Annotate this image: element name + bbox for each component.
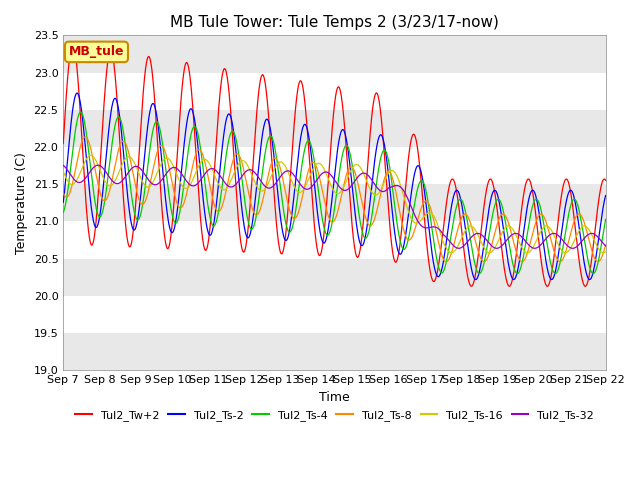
Tul2_Ts-8 [591, 257, 599, 263]
Tul2_Ts-16 [60, 168, 67, 174]
Tul2_Ts-16 [602, 249, 609, 255]
Tul2_Ts-2 [73, 90, 81, 96]
Tul2_Ts-32 [94, 162, 102, 168]
Tul2_Ts-16 [87, 153, 95, 158]
Tul2_Ts-16 [291, 185, 299, 191]
Tul2_Ts-2 [602, 192, 609, 198]
Tul2_Ts-32 [154, 181, 161, 187]
Tul2_Tw+2 [591, 225, 599, 231]
Tul2_Ts-4 [476, 271, 483, 276]
Line: Tul2_Ts-4: Tul2_Ts-4 [63, 112, 605, 274]
Tul2_Ts-4 [122, 142, 129, 148]
Line: Tul2_Ts-8: Tul2_Ts-8 [63, 137, 605, 262]
Line: Tul2_Ts-2: Tul2_Ts-2 [63, 93, 605, 279]
Bar [63, 147, 605, 184]
Tul2_Ts-8 [154, 148, 161, 154]
Tul2_Ts-2 [60, 199, 67, 205]
Tul2_Ts-8 [268, 160, 275, 166]
Tul2_Ts-8 [533, 216, 541, 222]
Tul2_Ts-4 [60, 209, 67, 215]
Line: Tul2_Ts-32: Tul2_Ts-32 [63, 165, 605, 248]
Tul2_Ts-32 [533, 245, 541, 251]
Tul2_Ts-32 [455, 245, 463, 251]
Tul2_Ts-8 [81, 134, 89, 140]
Tul2_Tw+2 [602, 178, 609, 183]
Bar [63, 72, 605, 110]
Tul2_Ts-4 [268, 133, 275, 139]
Tul2_Tw+2 [122, 219, 129, 225]
Tul2_Ts-2 [154, 118, 161, 124]
Tul2_Tw+2 [60, 141, 67, 146]
Line: Tul2_Ts-16: Tul2_Ts-16 [63, 156, 605, 253]
Tul2_Tw+2 [268, 152, 275, 158]
Tul2_Tw+2 [69, 41, 77, 47]
Tul2_Ts-32 [602, 243, 609, 249]
Tul2_Ts-4 [533, 196, 541, 202]
Tul2_Ts-2 [472, 276, 479, 282]
Tul2_Ts-16 [591, 240, 599, 245]
Tul2_Ts-4 [291, 212, 299, 218]
Bar [63, 36, 605, 72]
Tul2_Ts-4 [77, 109, 84, 115]
Tul2_Ts-32 [591, 232, 599, 238]
Text: MB_tule: MB_tule [68, 46, 124, 59]
Tul2_Ts-4 [591, 269, 599, 275]
Bar [63, 333, 605, 371]
Y-axis label: Temperature (C): Temperature (C) [15, 152, 28, 254]
X-axis label: Time: Time [319, 391, 350, 404]
Bar [63, 259, 605, 296]
Tul2_Ts-2 [268, 133, 275, 139]
Tul2_Tw+2 [468, 283, 476, 289]
Tul2_Ts-8 [122, 140, 129, 146]
Tul2_Ts-4 [154, 119, 161, 125]
Tul2_Ts-8 [442, 259, 450, 264]
Tul2_Ts-16 [268, 173, 275, 179]
Bar [63, 110, 605, 147]
Bar [63, 296, 605, 333]
Tul2_Ts-8 [60, 190, 67, 196]
Tul2_Ts-8 [602, 242, 609, 248]
Tul2_Ts-32 [291, 174, 299, 180]
Tul2_Tw+2 [291, 112, 299, 118]
Tul2_Ts-16 [122, 156, 129, 162]
Title: MB Tule Tower: Tule Temps 2 (3/23/17-now): MB Tule Tower: Tule Temps 2 (3/23/17-now… [170, 15, 499, 30]
Line: Tul2_Tw+2: Tul2_Tw+2 [63, 44, 605, 286]
Tul2_Ts-32 [60, 162, 67, 168]
Tul2_Ts-16 [533, 237, 541, 242]
Legend: Tul2_Tw+2, Tul2_Ts-2, Tul2_Ts-4, Tul2_Ts-8, Tul2_Ts-16, Tul2_Ts-32: Tul2_Tw+2, Tul2_Ts-2, Tul2_Ts-4, Tul2_Ts… [70, 406, 598, 425]
Tul2_Ts-2 [122, 169, 129, 175]
Bar [63, 184, 605, 221]
Tul2_Ts-2 [291, 184, 299, 190]
Tul2_Tw+2 [533, 222, 541, 228]
Bar [63, 221, 605, 259]
Tul2_Ts-32 [122, 174, 129, 180]
Tul2_Ts-2 [533, 198, 541, 204]
Tul2_Ts-2 [591, 258, 599, 264]
Tul2_Tw+2 [154, 139, 161, 145]
Tul2_Ts-32 [268, 185, 275, 191]
Tul2_Ts-16 [448, 250, 456, 256]
Tul2_Ts-4 [602, 216, 609, 222]
Tul2_Ts-16 [154, 169, 161, 175]
Tul2_Ts-8 [291, 216, 299, 221]
